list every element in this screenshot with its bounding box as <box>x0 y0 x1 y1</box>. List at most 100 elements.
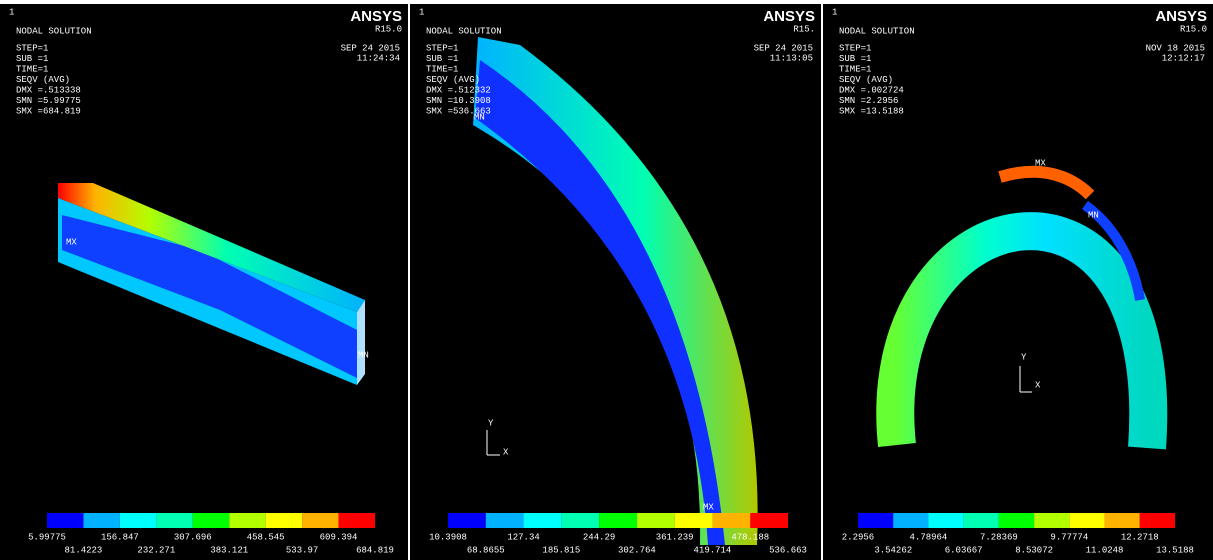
legend-swatch <box>964 513 999 528</box>
legend-swatch <box>1034 513 1069 528</box>
marker-label: X <box>503 447 509 457</box>
legend-label: 185.815 <box>542 545 580 555</box>
legend-label: 478.188 <box>731 532 769 542</box>
legend-label: 609.394 <box>320 532 358 542</box>
legend-label: 6.03667 <box>945 545 983 555</box>
info-line: DMX =.512332 <box>426 85 491 95</box>
legend-swatch <box>524 513 562 528</box>
legend-swatch <box>599 513 637 528</box>
info-line: DMX =.513338 <box>16 85 81 95</box>
legend-label: 2.2956 <box>842 532 874 542</box>
legend-label: 13.5188 <box>1156 545 1194 555</box>
brand: ANSYS <box>763 8 815 25</box>
legend-swatch <box>750 513 788 528</box>
legend-label: 12.2718 <box>1121 532 1159 542</box>
info-line: STEP=1 <box>16 43 48 53</box>
legend-label: 8.53072 <box>1015 545 1053 555</box>
legend-label: 81.4223 <box>65 545 103 555</box>
brand: ANSYS <box>1155 8 1207 25</box>
legend-label: 232.271 <box>137 545 175 555</box>
info-line: DMX =.002724 <box>839 85 904 95</box>
legend-swatch <box>448 513 486 528</box>
legend-label: 244.29 <box>583 532 615 542</box>
info-line: SUB =1 <box>839 54 871 64</box>
brand: ANSYS <box>350 8 402 25</box>
legend-swatch <box>83 513 119 528</box>
time: 12:12:17 <box>1162 53 1205 63</box>
info-line: STEP=1 <box>839 43 871 53</box>
info-line: TIME=1 <box>426 64 458 74</box>
legend-label: 307.696 <box>174 532 212 542</box>
info-line: SEQV (AVG) <box>839 75 893 85</box>
marker-label: MN <box>358 350 369 360</box>
legend-swatch <box>1069 513 1104 528</box>
window-number: 1 <box>419 7 424 17</box>
legend-swatch <box>302 513 338 528</box>
plot-title: NODAL SOLUTION <box>16 26 92 36</box>
legend-swatch <box>712 513 750 528</box>
legend-swatch <box>675 513 713 528</box>
info-line: SMN =10.3908 <box>426 96 491 106</box>
window-number: 1 <box>832 7 837 17</box>
legend-label: 10.3908 <box>429 532 467 542</box>
legend-label: 4.78964 <box>910 532 948 542</box>
legend-swatch <box>637 513 675 528</box>
plot-title: NODAL SOLUTION <box>426 26 502 36</box>
legend-label: 536.663 <box>769 545 807 555</box>
time: 11:13:05 <box>770 53 813 63</box>
legend-swatch <box>486 513 524 528</box>
version: R15.0 <box>375 24 402 34</box>
marker-label: MX <box>1035 158 1046 168</box>
legend-label: 127.34 <box>507 532 539 542</box>
info-line: SEQV (AVG) <box>16 75 70 85</box>
legend-label: 5.99775 <box>28 532 66 542</box>
info-line: TIME=1 <box>16 64 48 74</box>
legend-label: 684.819 <box>356 545 394 555</box>
marker-label: Y <box>488 418 494 428</box>
marker-label: MX <box>66 237 77 247</box>
info-line: STEP=1 <box>426 43 458 53</box>
legend-label: 361.239 <box>656 532 694 542</box>
window-number: 1 <box>9 7 14 17</box>
legend-label: 68.8655 <box>467 545 505 555</box>
legend-label: 3.54262 <box>874 545 912 555</box>
date: NOV 18 2015 <box>1146 43 1205 53</box>
marker-label: MN <box>1088 210 1099 220</box>
legend-label: 419.714 <box>694 545 732 555</box>
legend-label: 458.545 <box>247 532 285 542</box>
legend-swatch <box>893 513 928 528</box>
legend-label: 302.764 <box>618 545 656 555</box>
beam-end <box>357 300 365 385</box>
info-line: SMN =5.99775 <box>16 96 81 106</box>
date: SEP 24 2015 <box>754 43 813 53</box>
marker-label: Y <box>1021 352 1027 362</box>
version: R15.0 <box>1180 24 1207 34</box>
legend-swatch <box>193 513 229 528</box>
legend-label: 383.121 <box>210 545 248 555</box>
legend-swatch <box>1105 513 1140 528</box>
legend-swatch <box>339 513 375 528</box>
legend-swatch <box>999 513 1034 528</box>
version: R15. <box>793 24 815 34</box>
info-line: SMN =2.2956 <box>839 96 898 106</box>
info-line: SEQV (AVG) <box>426 75 480 85</box>
marker-label: MX <box>703 502 714 512</box>
screenshot: 1NODAL SOLUTIONSTEP=1SUB =1TIME=1SEQV (A… <box>0 0 1213 560</box>
info-line: SMX =13.5188 <box>839 106 904 116</box>
legend-swatch <box>858 513 893 528</box>
legend-label: 156.847 <box>101 532 139 542</box>
marker-label: MN <box>474 112 485 122</box>
time: 11:24:34 <box>357 53 400 63</box>
info-line: SUB =1 <box>426 54 458 64</box>
legend-label: 11.0248 <box>1086 545 1124 555</box>
legend-swatch <box>266 513 302 528</box>
legend-label: 7.28369 <box>980 532 1018 542</box>
legend-swatch <box>47 513 83 528</box>
marker-label: X <box>1035 380 1041 390</box>
legend-swatch <box>120 513 156 528</box>
legend-swatch <box>156 513 192 528</box>
legend-label: 9.77774 <box>1050 532 1088 542</box>
legend-swatch <box>229 513 265 528</box>
info-line: SUB =1 <box>16 54 48 64</box>
info-line: SMX =684.819 <box>16 106 81 116</box>
